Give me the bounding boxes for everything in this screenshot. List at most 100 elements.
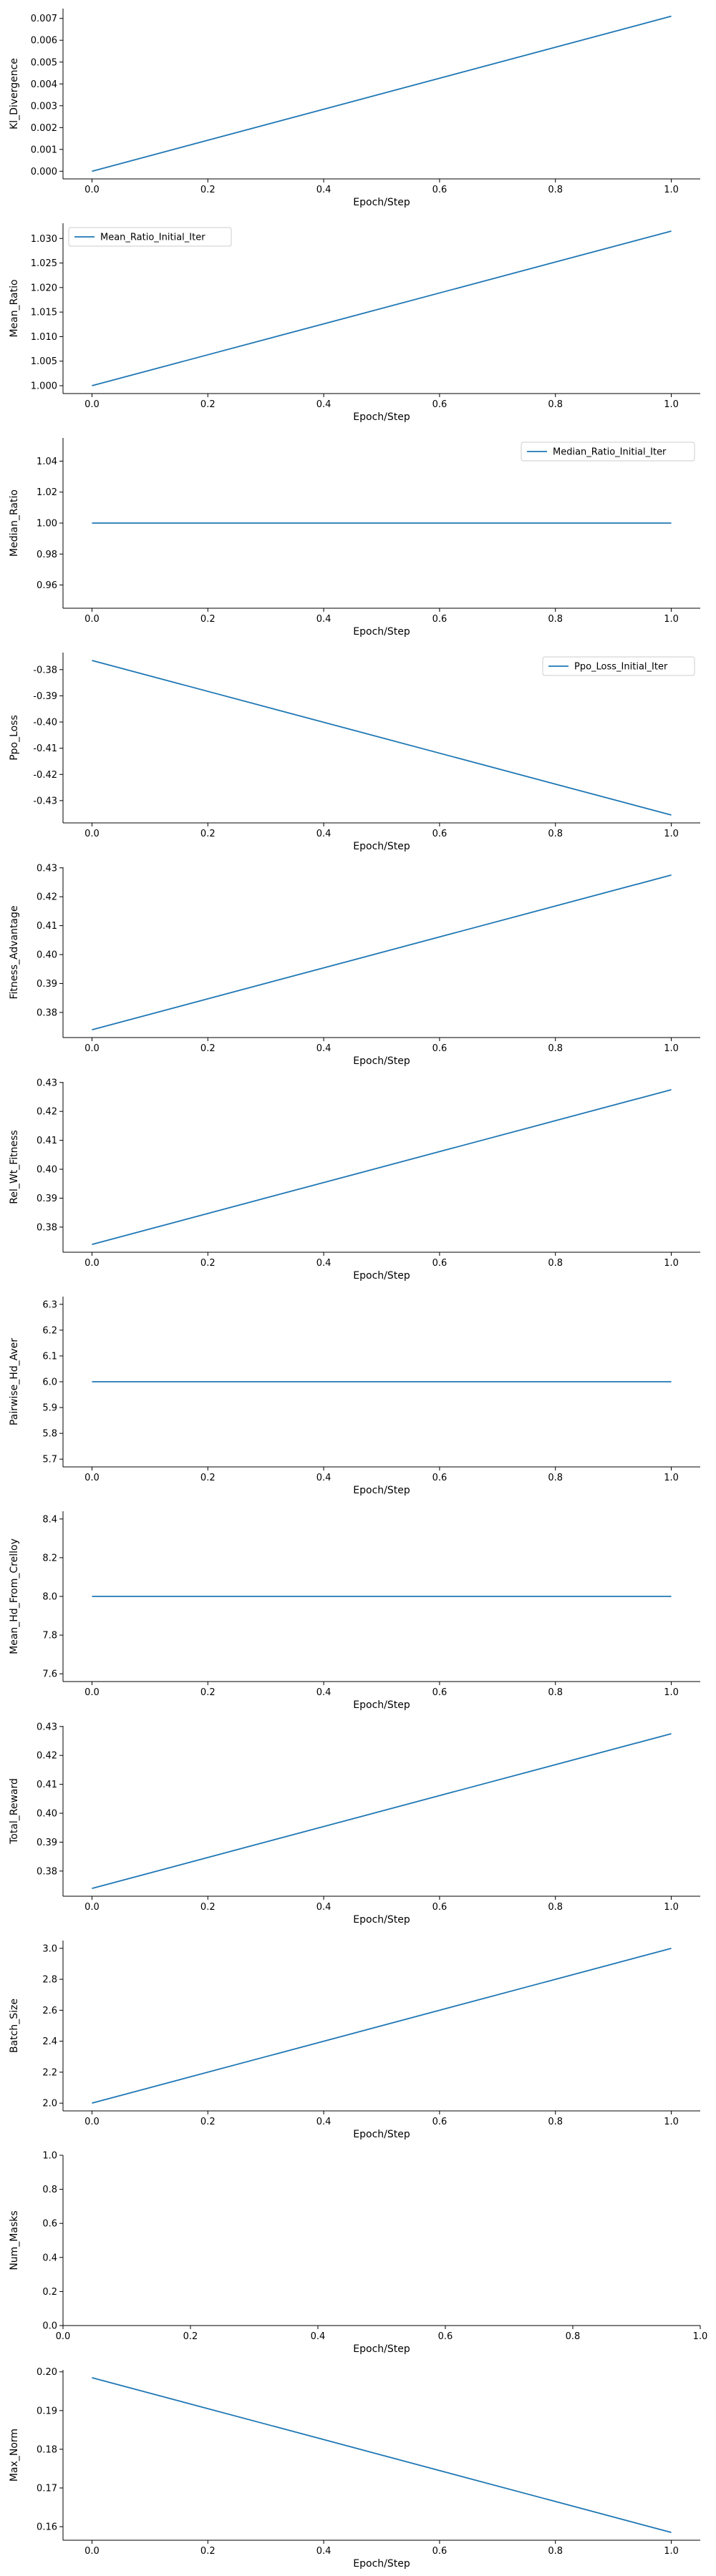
x-tick-label: 0.2 xyxy=(200,2546,216,2557)
y-tick-label: 1.000 xyxy=(31,381,57,392)
legend-frame xyxy=(68,227,232,247)
x-tick-label: 0.6 xyxy=(432,1473,448,1483)
y-tick-label: 0.98 xyxy=(37,550,57,560)
x-tick-label: 0.0 xyxy=(84,399,100,410)
y-tick-label: 8.4 xyxy=(42,1514,57,1525)
x-tick-label: 1.0 xyxy=(693,2331,708,2342)
x-tick-label: 0.2 xyxy=(200,1043,216,1054)
series-line xyxy=(92,874,672,1030)
x-axis-label: Epoch/Step xyxy=(353,841,410,852)
x-tick-label: 0.8 xyxy=(548,399,563,410)
y-tick-label: 1.00 xyxy=(37,519,57,530)
y-tick-label: -0.38 xyxy=(33,665,57,675)
x-tick-label: 0.4 xyxy=(316,829,332,839)
x-axis-label: Epoch/Step xyxy=(353,2129,410,2140)
y-tick-label: 0.39 xyxy=(37,1194,57,1204)
x-tick-label: 1.0 xyxy=(664,185,679,195)
chart-svg-9: 0.0 0.2 0.4 0.6 0.8 1.0 2.0 2.2 2.4 2.6 2.8 3.0 Epoc… xyxy=(9,1941,700,2140)
y-tick-label: 0.2 xyxy=(42,2287,57,2298)
chart-panel-1: 0.0 0.2 0.4 0.6 0.8 1.0 1.000 1.005 1.010 1.015 1.… xyxy=(0,215,716,429)
x-tick-label: 0.2 xyxy=(200,1902,216,1913)
y-tick-label: 0.003 xyxy=(31,101,57,112)
x-tick-label: 0.0 xyxy=(84,1473,100,1483)
x-tick-label: 0.2 xyxy=(200,829,216,839)
chart-svg-5: 0.0 0.2 0.4 0.6 0.8 1.0 0.38 0.39 0.40 0.41 0.42 0.… xyxy=(9,1078,700,1282)
x-tick-label: 0.4 xyxy=(316,399,332,410)
chart-panel-6: 0.0 0.2 0.4 0.6 0.8 1.0 5.7 5.8 5.9 6.0 6.1 6.2 6.3 E… xyxy=(0,1288,716,1503)
chart-panel-4: 0.0 0.2 0.4 0.6 0.8 1.0 0.38 0.39 0.40 0.41 0.42 0.… xyxy=(0,859,716,1073)
y-tick-label: 0.38 xyxy=(37,1866,57,1877)
chart-svg-11: 0.0 0.2 0.4 0.6 0.8 1.0 0.16 0.17 0.18 0.19 0.20 Ep… xyxy=(9,2367,700,2570)
legend-label: Median_Ratio_Initial_Iter xyxy=(553,447,667,458)
y-tick-label: -0.41 xyxy=(33,743,57,754)
chart-svg-7: 0.0 0.2 0.4 0.6 0.8 1.0 7.6 7.8 8.0 8.2 8.4 Epoch/S… xyxy=(9,1511,700,1711)
x-tick-label: 1.0 xyxy=(664,614,679,625)
x-tick-label: 0.4 xyxy=(316,185,332,195)
x-axis-label: Epoch/Step xyxy=(353,1485,410,1496)
y-tick-label: 6.1 xyxy=(42,1351,57,1362)
x-tick-label: 0.6 xyxy=(432,1902,448,1913)
y-tick-label: 0.42 xyxy=(37,1107,57,1118)
x-tick-label: 0.4 xyxy=(316,1687,332,1698)
y-tick-label: 0.40 xyxy=(37,1165,57,1176)
x-tick-label: 0.6 xyxy=(432,185,448,195)
x-tick-label: 1.0 xyxy=(664,1687,679,1698)
legend-label: Mean_Ratio_Initial_Iter xyxy=(100,233,205,243)
x-tick-label: 0.4 xyxy=(316,2546,332,2557)
y-tick-label: 5.9 xyxy=(42,1403,57,1414)
x-tick-label: 0.6 xyxy=(432,829,448,839)
y-tick-label: 3.0 xyxy=(42,1943,57,1954)
y-tick-label: 0.40 xyxy=(37,1809,57,1820)
x-tick-label: 0.0 xyxy=(56,2331,71,2342)
x-tick-label: 0.8 xyxy=(548,829,563,839)
series-line xyxy=(92,1947,672,2104)
x-tick-label: 0.2 xyxy=(200,1473,216,1483)
x-tick-label: 0.4 xyxy=(316,1902,332,1913)
y-tick-label: 8.2 xyxy=(42,1553,57,1563)
y-tick-label: 6.0 xyxy=(42,1377,57,1388)
y-tick-label: 0.007 xyxy=(31,14,57,24)
y-tick-label: 0.005 xyxy=(31,57,57,68)
x-tick-label: 0.0 xyxy=(84,614,100,625)
x-tick-label: 0.0 xyxy=(84,185,100,195)
x-tick-label: 0.8 xyxy=(548,614,563,625)
x-tick-label: 1.0 xyxy=(664,1258,679,1269)
x-tick-label: 1.0 xyxy=(664,2117,679,2127)
y-tick-label: 7.8 xyxy=(42,1631,57,1641)
x-tick-label: 0.8 xyxy=(548,1902,563,1913)
y-tick-label: 0.41 xyxy=(37,1780,57,1790)
x-tick-label: 0.4 xyxy=(316,1043,332,1054)
y-axis-label: Num_Masks xyxy=(9,2210,20,2270)
x-tick-label: 0.0 xyxy=(84,1687,100,1698)
y-tick-label: 0.19 xyxy=(37,2406,57,2416)
x-axis-label: Epoch/Step xyxy=(353,1055,410,1067)
y-axis-label: Median_Ratio xyxy=(9,489,20,557)
x-tick-label: 0.8 xyxy=(548,1687,563,1698)
chart-panel-8: 0.0 0.2 0.4 0.6 0.8 1.0 0.38 0.39 0.40 0.41 0.42 0.… xyxy=(0,1717,716,1932)
legend-frame xyxy=(542,656,695,676)
legend-frame xyxy=(521,441,695,462)
x-axis-label: Epoch/Step xyxy=(353,1270,410,1282)
x-tick-label: 0.0 xyxy=(84,829,100,839)
y-tick-label: 0.004 xyxy=(31,79,57,90)
y-tick-label: 1.04 xyxy=(37,457,57,467)
y-axis-label: Kl_Divergence xyxy=(9,58,20,130)
x-tick-label: 0.8 xyxy=(548,2546,563,2557)
y-tick-label: 2.4 xyxy=(42,2036,57,2047)
y-axis-label: Max_Norm xyxy=(9,2429,20,2482)
y-tick-label: 0.18 xyxy=(37,2444,57,2455)
y-tick-label: 0.4 xyxy=(42,2253,57,2263)
chart-svg-3: 0.0 0.2 0.4 0.6 0.8 1.0 -0.38 -0.39 -0.40 -0.41 -0… xyxy=(9,653,700,852)
y-tick-label: 0.38 xyxy=(37,1008,57,1018)
x-tick-label: 0.2 xyxy=(200,2117,216,2127)
x-tick-label: 0.6 xyxy=(438,2331,453,2342)
chart-panel-9: 0.0 0.2 0.4 0.6 0.8 1.0 2.0 2.2 2.4 2.6 2.8 3.0 Epoc… xyxy=(0,1932,716,2147)
x-tick-label: 0.8 xyxy=(548,1473,563,1483)
y-tick-label: 6.3 xyxy=(42,1299,57,1310)
y-tick-label: 0.39 xyxy=(37,1838,57,1848)
x-tick-label: 0.8 xyxy=(548,185,563,195)
y-tick-label: -0.40 xyxy=(33,718,57,728)
x-tick-label: 0.0 xyxy=(84,2117,100,2127)
legend-label: Ppo_Loss_Initial_Iter xyxy=(574,662,668,673)
y-tick-label: 0.000 xyxy=(31,167,57,177)
